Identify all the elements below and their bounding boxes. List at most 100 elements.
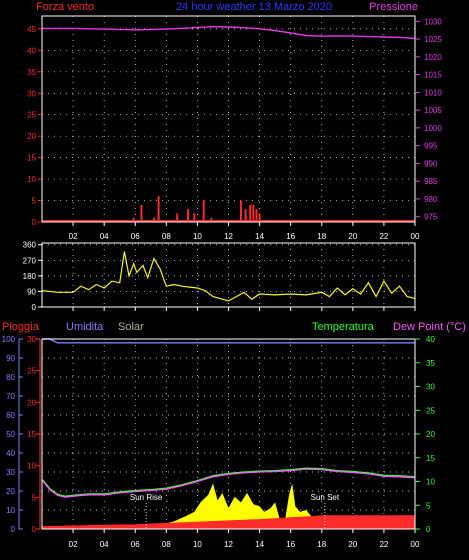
x-tick-label: 04: [100, 232, 109, 241]
temperature-tick-label: 10: [426, 478, 435, 487]
compass-tick-label: E: [436, 0, 444, 3]
grid-layer: [42, 16, 416, 529]
right-axis-label: Pressione: [369, 1, 418, 13]
chart-title: 24 hour weather 13 Marzo 2020: [176, 1, 332, 13]
rain-tick-label: 30: [27, 335, 36, 344]
right-tick-label: 995: [424, 142, 438, 151]
dew-point-line: [41, 468, 416, 498]
humidity-tick-label: 80: [6, 373, 15, 382]
left-tick-label: 5: [32, 197, 37, 206]
x-tick-label: 08: [162, 540, 171, 549]
left-tick-label: 30: [27, 89, 36, 98]
x-tick-label: 00: [411, 540, 420, 549]
humidity-tick-label: 100: [2, 335, 16, 344]
rain-tick-label: 0: [32, 525, 37, 534]
temperature-tick-label: 20: [426, 430, 435, 439]
frame-layer: [18, 15, 420, 533]
x-tick-label: 10: [193, 232, 202, 241]
x-tick-label: 00: [411, 232, 420, 241]
x-tick-label: 22: [379, 540, 388, 549]
humidity-tick-label: 70: [6, 392, 15, 401]
left-tick-label: 25: [27, 111, 36, 120]
x-tick-label: 10: [193, 540, 202, 549]
sun-rise-label: Sun Rise: [130, 493, 163, 502]
humidity-tick-label: 10: [6, 506, 15, 515]
x-tick-label: 20: [348, 232, 357, 241]
x-tick-label: 12: [224, 232, 233, 241]
right-tick-label: 975: [424, 213, 438, 222]
x-tick-label: 12: [224, 540, 233, 549]
temperature-tick-label: 15: [426, 454, 435, 463]
right-tick-label: 1015: [424, 71, 442, 80]
right-tick-label: 1000: [424, 124, 442, 133]
data-layer: [41, 25, 416, 529]
x-tick-label: 04: [100, 540, 109, 549]
humidity-tick-label: 50: [6, 430, 15, 439]
pressure-line: [42, 25, 416, 40]
rain-tick-label: 15: [27, 430, 36, 439]
x-tick-label: 06: [131, 540, 140, 549]
right-tick-label: 1020: [424, 53, 442, 62]
x-tick-label: 16: [286, 232, 295, 241]
right-tick-label: 990: [424, 159, 438, 168]
solar-area: [146, 483, 325, 529]
dew-point-label: Dew Point (°C): [393, 321, 466, 333]
solar-label: Solar: [118, 321, 144, 333]
left-tick-label: 40: [27, 46, 36, 55]
temperature-tick-label: 35: [426, 359, 435, 368]
wind-dir-tick-label: 270: [23, 256, 37, 265]
compass-tick-label: W: [436, 0, 448, 3]
rain-tick-label: 25: [27, 367, 36, 376]
text-layer: 02 04 06 08 10 12 14 16 18 20 22 000510152025303540…: [2, 0, 466, 549]
rain-tick-label: 5: [32, 493, 37, 502]
temperature-label: Temperatura: [312, 321, 375, 333]
temperature-tick-label: 5: [426, 501, 431, 510]
wind-dir-tick-label: 180: [23, 272, 37, 281]
compass-tick-label: N: [436, 0, 445, 3]
right-tick-label: 985: [424, 177, 438, 186]
humidity-line: [42, 338, 415, 344]
x-tick-label: 14: [255, 540, 264, 549]
x-tick-label: 20: [348, 540, 357, 549]
x-tick-label: 06: [131, 232, 140, 241]
temperature-tick-label: 40: [426, 335, 435, 344]
rain-label: Pioggia: [2, 321, 40, 333]
rain-tick-label: 10: [27, 462, 36, 471]
right-tick-label: 980: [424, 195, 438, 204]
sun-set-label: Sun Set: [311, 493, 340, 502]
left-tick-label: 45: [27, 25, 36, 34]
compass-tick-label: S: [436, 0, 444, 3]
compass-tick-label: N: [436, 0, 445, 3]
rain-tick-label: 20: [27, 398, 36, 407]
right-tick-label: 1010: [424, 88, 442, 97]
right-tick-label: 1025: [424, 35, 442, 44]
temperature-tick-label: 25: [426, 406, 435, 415]
left-tick-label: 15: [27, 154, 36, 163]
x-tick-label: 18: [317, 540, 326, 549]
left-tick-label: 20: [27, 132, 36, 141]
x-tick-label: 08: [162, 232, 171, 241]
x-tick-label: 18: [317, 232, 326, 241]
rain-line: [41, 515, 415, 529]
humidity-label: Umidita: [66, 321, 104, 333]
wind-direction-line: [41, 251, 416, 302]
humidity-tick-label: 90: [6, 354, 15, 363]
temperature-tick-label: 30: [426, 383, 435, 392]
left-tick-label: 0: [32, 218, 37, 227]
humidity-tick-label: 30: [6, 468, 15, 477]
x-tick-label: 02: [69, 540, 78, 549]
x-tick-label: 16: [286, 540, 295, 549]
left-axis-label: Forza vento: [36, 1, 94, 13]
wind-dir-tick-label: 90: [27, 287, 36, 296]
humidity-tick-label: 0: [11, 525, 16, 534]
left-tick-label: 10: [27, 175, 36, 184]
x-tick-label: 02: [69, 232, 78, 241]
humidity-tick-label: 40: [6, 449, 15, 458]
wind-dir-tick-label: 360: [23, 241, 37, 250]
x-tick-label: 22: [379, 232, 388, 241]
wind-dir-tick-label: 0: [32, 303, 37, 312]
temperature-tick-label: 0: [426, 525, 431, 534]
humidity-tick-label: 60: [6, 411, 15, 420]
right-tick-label: 1005: [424, 106, 442, 115]
